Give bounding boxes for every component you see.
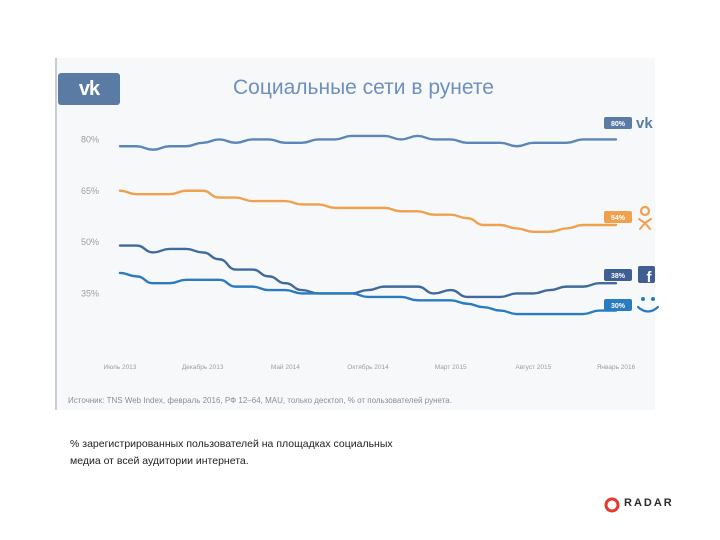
x-tick-label: Март 2015	[435, 364, 467, 371]
end-value-label: 38%	[611, 273, 626, 280]
caption-text: % зарегистрированных пользователей на пл…	[70, 438, 393, 467]
radar-brand-name: RADAR	[624, 497, 674, 509]
end-label-badge	[604, 211, 632, 223]
series-line-moi-mir	[118, 271, 618, 316]
chart-title: Социальные сети в рунете	[233, 76, 494, 99]
y-tick-label: 35%	[81, 288, 99, 298]
facebook-icon-glyph: f	[647, 269, 653, 286]
x-tick-label: Май 2014	[271, 363, 300, 371]
x-tick-label: Июль 2013	[104, 364, 137, 371]
x-tick-label: Август 2015	[515, 364, 551, 371]
panel-divider	[55, 58, 57, 410]
end-label-badge	[604, 269, 632, 281]
vk-icon: vk	[636, 115, 653, 132]
moimir-icon	[641, 297, 645, 301]
ok-icon	[639, 205, 651, 217]
end-label-badge	[604, 299, 632, 311]
series-line-vk	[118, 134, 618, 151]
series-line-ok	[118, 189, 618, 234]
x-tick-label: Декабрь 2013	[182, 363, 224, 371]
facebook-icon	[638, 266, 655, 283]
ok-icon-body	[638, 218, 652, 230]
end-label-badge	[604, 117, 632, 129]
moimir-icon-mouth	[636, 305, 660, 313]
moimir-icon-eye	[651, 297, 655, 301]
y-tick-label: 65%	[81, 186, 99, 196]
y-tick-label: 50%	[81, 237, 99, 247]
y-tick-label: 80%	[81, 134, 99, 144]
series-line-facebook	[118, 244, 618, 299]
vk-logo: vk	[58, 73, 120, 105]
source-note: Источник: TNS Web Index, февраль 2016, Р…	[68, 396, 452, 405]
end-value-label: 80%	[611, 121, 626, 128]
x-tick-label: Январь 2016	[597, 364, 636, 371]
x-tick-label: Октябрь 2014	[347, 363, 389, 371]
end-value-label: 54%	[611, 215, 626, 222]
end-value-label: 30%	[611, 303, 626, 310]
radar-logo-icon	[604, 497, 620, 513]
chart-panel	[55, 58, 655, 410]
